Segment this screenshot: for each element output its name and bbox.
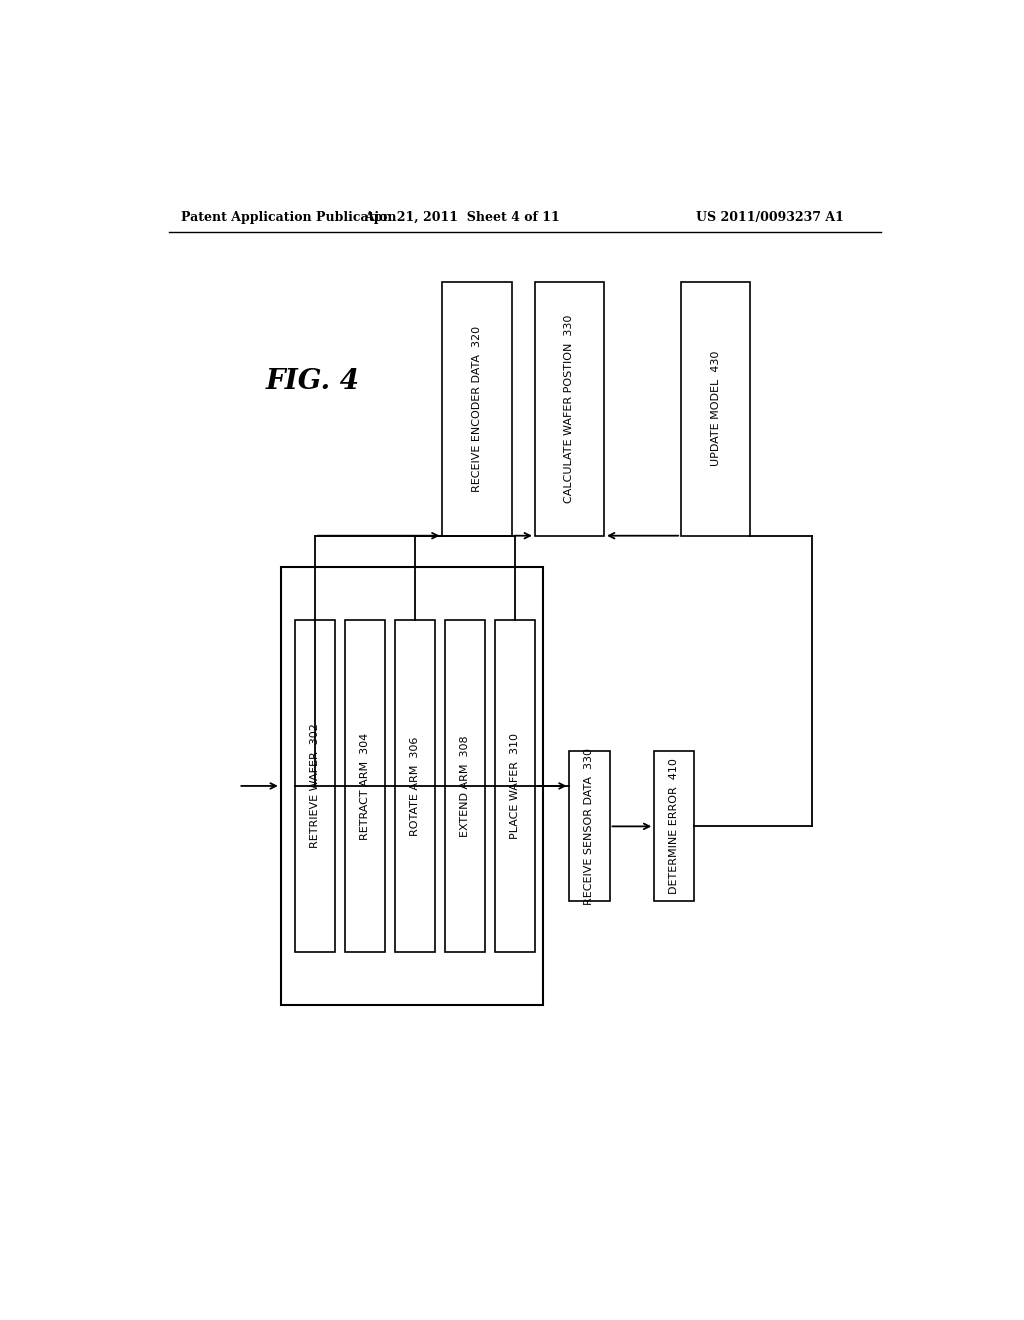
Bar xyxy=(281,566,543,1006)
Text: CALCULATE WAFER POSTION  330: CALCULATE WAFER POSTION 330 xyxy=(564,314,574,503)
Text: Apr. 21, 2011  Sheet 4 of 11: Apr. 21, 2011 Sheet 4 of 11 xyxy=(364,211,559,224)
Bar xyxy=(681,281,751,536)
Text: US 2011/0093237 A1: US 2011/0093237 A1 xyxy=(695,211,844,224)
Text: RETRIEVE WAFER  302: RETRIEVE WAFER 302 xyxy=(309,723,319,849)
Text: Patent Application Publication: Patent Application Publication xyxy=(180,211,396,224)
Bar xyxy=(535,281,604,536)
Bar xyxy=(444,620,484,952)
Bar xyxy=(345,620,385,952)
Text: RECEIVE SENSOR DATA  330: RECEIVE SENSOR DATA 330 xyxy=(585,748,595,906)
Text: RETRACT ARM  304: RETRACT ARM 304 xyxy=(359,733,370,840)
Bar xyxy=(654,751,694,902)
Bar xyxy=(442,281,512,536)
Text: RECEIVE ENCODER DATA  320: RECEIVE ENCODER DATA 320 xyxy=(472,326,482,492)
Bar xyxy=(295,620,335,952)
Text: ROTATE ARM  306: ROTATE ARM 306 xyxy=(410,737,420,836)
Text: DETERMINE ERROR  410: DETERMINE ERROR 410 xyxy=(669,759,679,895)
Bar xyxy=(394,620,435,952)
Text: FIG. 4: FIG. 4 xyxy=(265,368,359,395)
Bar xyxy=(495,620,535,952)
Bar xyxy=(569,751,609,902)
Text: PLACE WAFER  310: PLACE WAFER 310 xyxy=(510,733,520,840)
Text: UPDATE MODEL  430: UPDATE MODEL 430 xyxy=(711,351,721,466)
Text: EXTEND ARM  308: EXTEND ARM 308 xyxy=(460,735,470,837)
